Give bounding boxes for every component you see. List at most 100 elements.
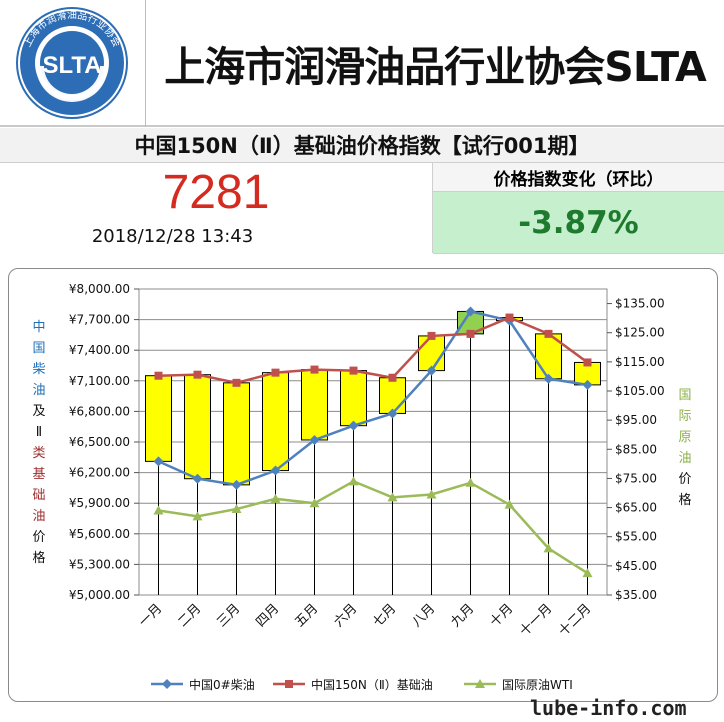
down-bar: [223, 382, 250, 486]
base-oil-marker: [271, 368, 280, 377]
x-axis-category-label: 九月: [448, 601, 477, 630]
left-axis-tick-label: ¥7,100.00: [69, 374, 130, 388]
left-axis-tick-label: ¥6,800.00: [69, 404, 130, 418]
left-axis-tick-label: ¥6,500.00: [69, 435, 130, 449]
index-title: 中国150N（Ⅱ）基础油价格指数【试行001期】: [0, 128, 724, 163]
legend-marker: [285, 680, 293, 688]
left-axis-tick-label: ¥6,200.00: [69, 466, 130, 480]
base-oil-marker: [193, 370, 202, 379]
x-axis-category-label: 三月: [214, 601, 243, 630]
price-chart-panel: ¥5,000.00 ¥5,300.00 ¥5,600.00 ¥5,900.00 ¥6,2…: [8, 268, 718, 702]
left-axis-tick-label: ¥7,400.00: [69, 343, 130, 357]
base-oil-marker: [505, 313, 514, 322]
left-axis-tick-label: ¥5,300.00: [69, 557, 130, 571]
right-axis-tick-label: $75.00: [615, 471, 657, 485]
left-axis-tick-label: ¥8,000.00: [69, 282, 130, 296]
series-line-base-oil: [158, 316, 589, 385]
left-axis-title-char: 柴: [32, 362, 45, 377]
left-axis-tick-label: ¥7,700.00: [69, 313, 130, 327]
diesel-marker: [582, 379, 593, 390]
wti-marker: [231, 504, 242, 514]
x-axis-category-label: 五月: [292, 601, 321, 630]
left-axis-title-char: Ⅱ: [36, 425, 42, 440]
right-axis-tick-label: $105.00: [615, 384, 665, 398]
left-axis-title-char: 国: [32, 341, 45, 356]
index-value: 7281: [162, 166, 270, 219]
base-oil-marker: [388, 373, 397, 382]
right-axis-tick-label: $135.00: [615, 297, 665, 311]
legend-marker: [162, 679, 172, 689]
logo-text: SLTA: [42, 52, 101, 79]
left-axis-title-char: 中: [32, 320, 45, 335]
diesel-marker: [309, 434, 320, 445]
down-bar: [379, 377, 406, 414]
x-axis-category-label: 十月: [487, 601, 516, 630]
slta-logo: SLTA 上海市润滑油品行业协会: [0, 0, 146, 127]
x-axis-category-label: 十二月: [556, 601, 594, 639]
index-value-panel: 7281 2018/12/28 13:43: [0, 163, 433, 253]
diesel-marker: [465, 306, 476, 317]
diesel-marker: [426, 365, 437, 376]
x-axis-category-label: 七月: [370, 601, 399, 630]
diesel-marker: [153, 456, 164, 467]
diesel-marker: [348, 420, 359, 431]
wti-marker: [426, 489, 437, 499]
right-axis-tick-label: $45.00: [615, 559, 657, 573]
series-line-wti: [158, 479, 589, 575]
right-axis-title-char: 际: [678, 409, 691, 424]
down-bar: [418, 335, 445, 372]
right-axis-tick-label: $35.00: [615, 588, 657, 602]
diesel-marker: [192, 473, 203, 484]
wti-marker: [465, 477, 476, 487]
legend-label: 中国0#柴油: [189, 677, 255, 692]
legend-marker: [475, 679, 485, 688]
x-axis-category-label: 八月: [409, 601, 438, 630]
down-bar: [184, 374, 211, 480]
wti-marker: [309, 498, 320, 508]
diesel-marker: [387, 408, 398, 419]
change-label: 价格指数变化（环比）: [433, 163, 724, 192]
header: SLTA 上海市润滑油品行业协会 上海市润滑油品行业协会SLTA: [0, 0, 724, 127]
wti-marker: [270, 493, 281, 503]
base-oil-marker: [349, 366, 358, 375]
series-line-diesel: [157, 310, 588, 487]
change-value: -3.87%: [433, 192, 724, 254]
base-oil-marker: [154, 371, 163, 380]
left-axis-title-char: 油: [32, 383, 45, 398]
wti-marker: [504, 499, 515, 509]
right-axis-tick-label: $125.00: [615, 326, 665, 340]
down-bar: [145, 375, 172, 462]
wti-marker: [192, 511, 203, 521]
wti-marker: [387, 492, 398, 502]
down-bar: [262, 372, 289, 472]
wti-marker: [348, 476, 359, 486]
right-axis-tick-label: $115.00: [615, 355, 665, 369]
price-chart: ¥5,000.00 ¥5,300.00 ¥5,600.00 ¥5,900.00 ¥6,2…: [32, 282, 691, 692]
left-axis-title-char: 础: [32, 488, 45, 503]
wti-marker: [582, 568, 593, 578]
left-axis-title-char: 及: [32, 404, 45, 419]
left-axis-tick-label: ¥5,900.00: [69, 496, 130, 510]
base-oil-marker: [427, 331, 436, 340]
x-axis-category-label: 一月: [136, 601, 165, 630]
left-axis-tick-label: ¥5,000.00: [69, 588, 130, 602]
x-axis-category-label: 四月: [253, 601, 282, 630]
base-oil-marker: [583, 358, 592, 367]
right-axis-title-char: 国: [678, 388, 691, 403]
base-oil-marker: [544, 329, 553, 338]
right-axis-tick-label: $65.00: [615, 501, 657, 515]
legend-label: 国际原油WTI: [502, 678, 573, 692]
base-oil-marker: [232, 378, 241, 387]
diesel-marker: [270, 465, 281, 476]
left-axis-title-char: 油: [32, 509, 45, 524]
left-axis-title-char: 价: [32, 530, 45, 545]
down-bar: [340, 370, 367, 427]
left-axis-tick-label: ¥5,600.00: [69, 527, 130, 541]
wti-marker: [543, 543, 554, 553]
left-axis-title-char: 类: [32, 446, 45, 461]
organization-name: 上海市润滑油品行业协会SLTA: [164, 43, 706, 91]
down-bar: [301, 369, 328, 441]
legend-label: 中国150N（Ⅱ）基础油: [311, 677, 433, 692]
x-axis-category-label: 二月: [175, 601, 204, 630]
left-axis-title-char: 格: [32, 550, 45, 566]
